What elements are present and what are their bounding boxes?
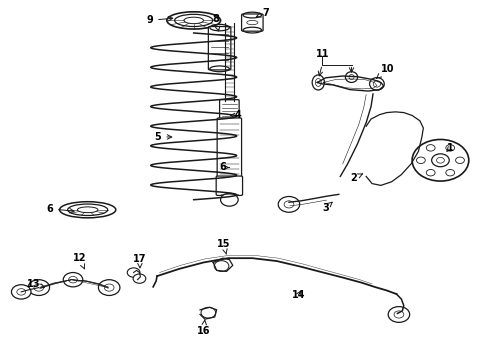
Circle shape <box>432 154 449 167</box>
Text: 13: 13 <box>27 279 45 289</box>
Text: 14: 14 <box>292 290 305 300</box>
Circle shape <box>220 193 238 206</box>
Circle shape <box>28 280 49 296</box>
Text: 12: 12 <box>73 253 87 269</box>
Text: 5: 5 <box>155 132 172 142</box>
FancyBboxPatch shape <box>208 27 231 70</box>
Circle shape <box>127 268 140 277</box>
Circle shape <box>133 274 146 283</box>
Circle shape <box>11 285 31 299</box>
FancyBboxPatch shape <box>217 118 242 179</box>
Text: 11: 11 <box>316 49 329 59</box>
Circle shape <box>446 145 455 151</box>
Circle shape <box>214 261 229 271</box>
Ellipse shape <box>369 78 384 90</box>
Circle shape <box>426 170 435 176</box>
Text: 7: 7 <box>256 8 269 18</box>
Circle shape <box>98 280 120 296</box>
Circle shape <box>201 307 216 318</box>
Ellipse shape <box>345 72 358 82</box>
Text: 10: 10 <box>376 64 394 78</box>
FancyBboxPatch shape <box>216 176 243 195</box>
Circle shape <box>456 157 465 163</box>
Text: 15: 15 <box>217 239 230 254</box>
Circle shape <box>63 273 83 287</box>
Circle shape <box>446 170 455 176</box>
FancyBboxPatch shape <box>242 14 263 31</box>
Circle shape <box>412 139 469 181</box>
Text: 16: 16 <box>196 320 210 336</box>
Circle shape <box>416 157 425 163</box>
Circle shape <box>278 197 300 212</box>
Circle shape <box>426 145 435 151</box>
Ellipse shape <box>312 75 324 90</box>
Text: 3: 3 <box>322 202 332 213</box>
Text: 9: 9 <box>147 15 173 26</box>
Text: 17: 17 <box>133 254 147 268</box>
Text: 4: 4 <box>230 111 241 121</box>
FancyBboxPatch shape <box>220 100 239 121</box>
Text: 8: 8 <box>212 14 220 31</box>
Text: 6: 6 <box>220 162 229 172</box>
Text: 6: 6 <box>46 204 74 214</box>
Circle shape <box>388 307 410 322</box>
Text: 2: 2 <box>350 173 363 183</box>
Text: 1: 1 <box>447 143 454 153</box>
